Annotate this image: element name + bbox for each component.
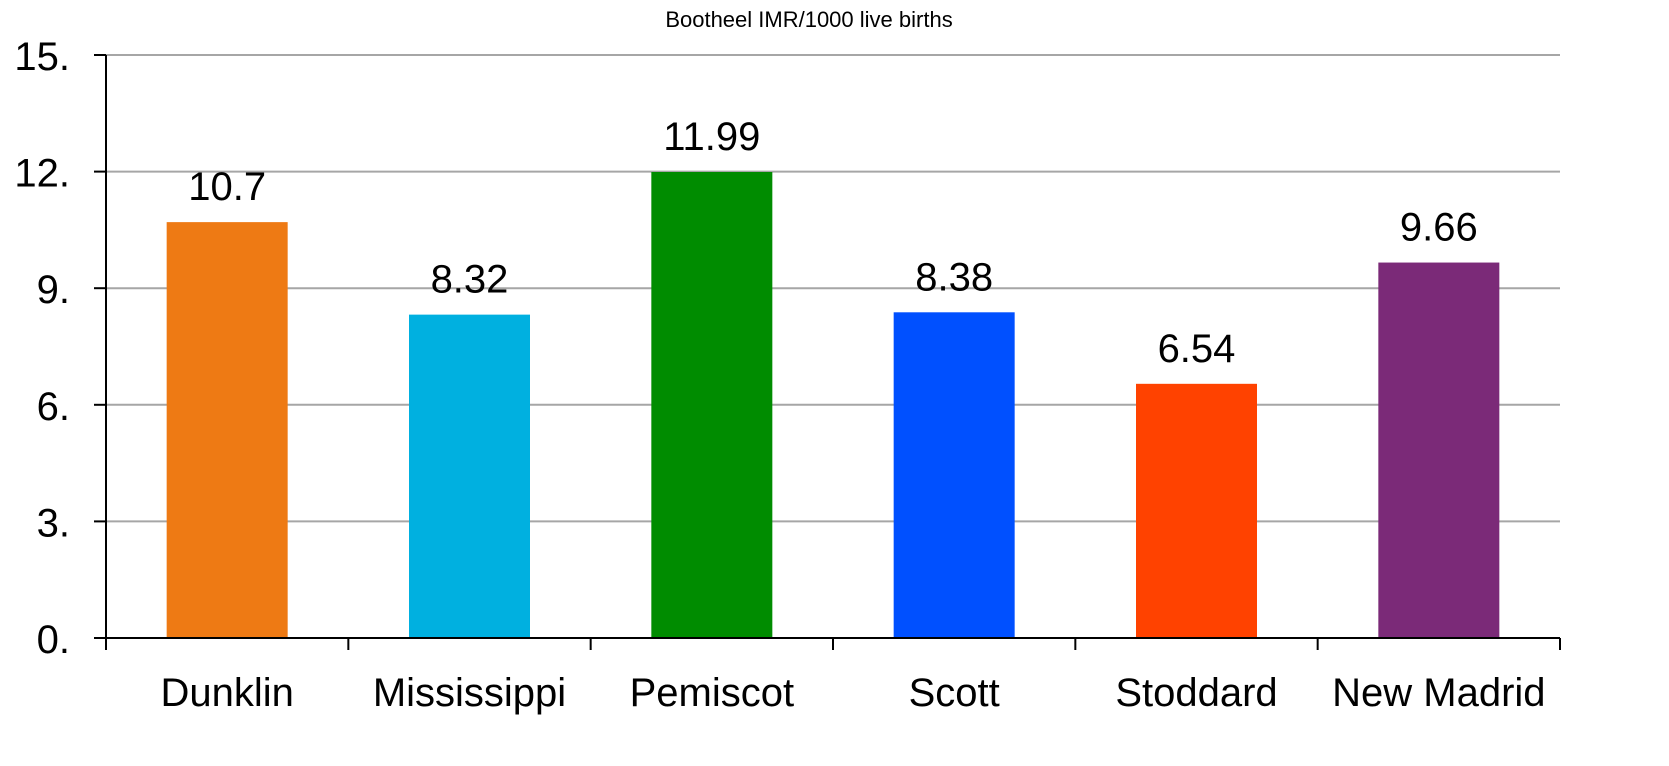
y-tick-label: 9. xyxy=(37,268,70,312)
bar-pemiscot xyxy=(651,171,773,639)
y-tick-label: 6. xyxy=(37,385,70,429)
data-label: 8.38 xyxy=(915,255,993,299)
data-label: 8.32 xyxy=(431,258,509,302)
y-tick-label: 3. xyxy=(37,501,70,545)
labels: 0. 3. 6. 9. 12. 15. 10.7 Dunklin 8.32 Mississippi… xyxy=(14,35,1545,715)
gridlines xyxy=(106,54,1560,523)
y-tick-label: 15. xyxy=(14,35,70,79)
bar-stoddard xyxy=(1136,383,1257,638)
bars xyxy=(166,171,1500,639)
data-label: 11.99 xyxy=(663,115,760,159)
x-tick-label: Pemiscot xyxy=(630,671,795,715)
data-label: 6.54 xyxy=(1158,327,1236,371)
bar-new-madrid xyxy=(1378,262,1500,638)
x-tick-label: Mississippi xyxy=(373,671,566,715)
y-tick-label: 12. xyxy=(14,152,70,196)
x-tick-label: Dunklin xyxy=(160,671,293,715)
y-tick-label: 0. xyxy=(37,618,70,662)
data-label: 9.66 xyxy=(1400,206,1478,250)
bar-dunklin xyxy=(166,222,288,639)
x-tick-label: New Madrid xyxy=(1332,671,1545,715)
data-label: 10.7 xyxy=(188,165,266,209)
x-tick-label: Stoddard xyxy=(1115,671,1277,715)
x-tick-label: Scott xyxy=(909,671,1000,715)
chart-title: Bootheel IMR/1000 live births xyxy=(665,7,952,32)
axes xyxy=(94,54,1561,650)
bar-scott xyxy=(893,312,1015,638)
bar-mississippi xyxy=(409,314,530,638)
